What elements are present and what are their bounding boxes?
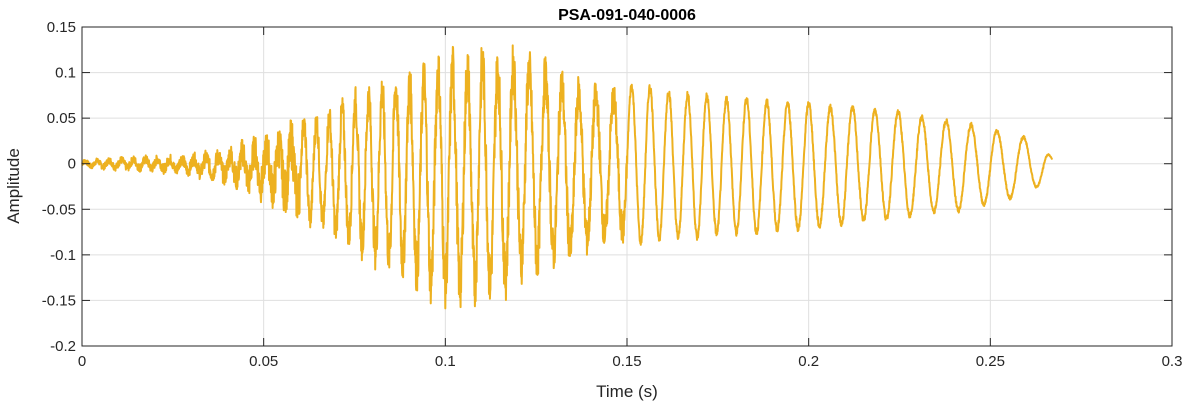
y-axis-label: Amplitude xyxy=(4,148,23,224)
x-tick-label: 0.1 xyxy=(435,353,456,370)
y-tick-label: 0.15 xyxy=(47,19,76,36)
y-tick-label: -0.15 xyxy=(42,292,76,309)
x-tick-label: 0.25 xyxy=(976,353,1005,370)
y-tick-label: -0.1 xyxy=(50,247,76,264)
y-tick-label: 0.1 xyxy=(55,65,76,82)
y-tick-label: 0 xyxy=(68,156,76,173)
x-axis-label: Time (s) xyxy=(596,382,658,401)
x-tick-label: 0 xyxy=(78,353,86,370)
ticks xyxy=(81,26,1173,347)
x-tick-label: 0.05 xyxy=(249,353,278,370)
y-tick-label: -0.2 xyxy=(50,338,76,355)
x-tick-label: 0.2 xyxy=(798,353,819,370)
x-tick-labels: 0 0.05 0.1 0.15 0.2 0.25 0.3 xyxy=(78,353,1183,370)
y-tick-label: 0.05 xyxy=(47,110,76,127)
chart-title: PSA-091-040-0006 xyxy=(558,7,696,24)
y-tick-label: -0.05 xyxy=(42,201,76,218)
series-line xyxy=(81,44,1054,310)
x-tick-label: 0.15 xyxy=(612,353,641,370)
x-tick-label: 0.3 xyxy=(1162,353,1183,370)
y-tick-labels: 0.15 0.1 0.05 0 -0.05 -0.1 -0.15 -0.2 xyxy=(42,19,76,355)
series-layer xyxy=(81,44,1054,310)
